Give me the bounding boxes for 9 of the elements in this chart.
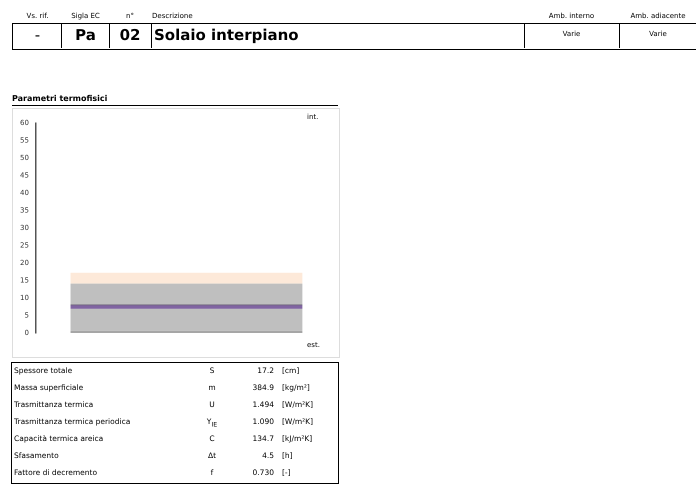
text: - xyxy=(34,26,42,44)
bar xyxy=(70,305,302,309)
bar xyxy=(70,272,302,284)
text: 02 xyxy=(118,26,142,44)
bar xyxy=(70,308,302,331)
text: Solaio interpiano xyxy=(154,26,300,44)
bar xyxy=(70,284,302,305)
text: Pa xyxy=(74,26,97,44)
chart-title: Parametri termofisici xyxy=(12,94,338,106)
